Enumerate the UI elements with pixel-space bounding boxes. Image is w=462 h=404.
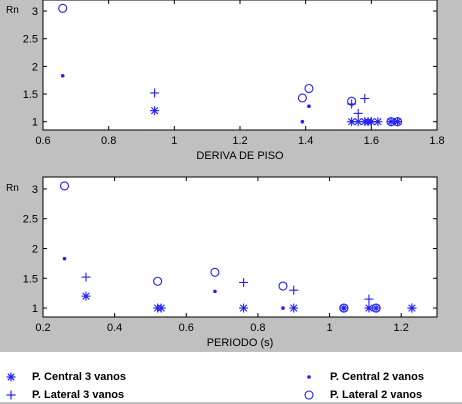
dot-marker-icon	[307, 375, 311, 379]
x-tick-label: 1.2	[394, 322, 409, 334]
x-tick-label: 1	[326, 322, 332, 334]
dot-marker	[349, 119, 354, 124]
x-axis-label: PERIODO (s)	[207, 337, 274, 349]
y-axis-label: Rn	[6, 5, 19, 16]
x-tick-label: 0.2	[35, 322, 50, 334]
dot-marker	[281, 306, 285, 310]
x-tick-label: 0.8	[101, 135, 116, 147]
star-marker	[289, 303, 299, 313]
circle-marker	[393, 117, 403, 127]
plus-marker	[360, 93, 370, 103]
x-tick-label: 0.6	[35, 135, 50, 147]
star-marker	[353, 117, 363, 127]
y-tick-label: 1.5	[23, 273, 38, 285]
x-tick-label: 1.4	[298, 135, 313, 147]
plus-marker	[407, 303, 417, 313]
star-marker	[156, 303, 166, 313]
circle-marker	[304, 83, 314, 94]
x-tick-label: 1.6	[364, 135, 379, 147]
y-tick-label: 2.5	[23, 214, 38, 226]
dot-marker	[62, 256, 67, 261]
legend-label: P. Lateral 3 vanos	[32, 389, 125, 401]
y-tick-label: 2.5	[23, 34, 38, 46]
y-tick-label: 2	[32, 61, 38, 73]
circle-marker	[339, 303, 349, 313]
y-tick-label: 2	[32, 243, 38, 255]
plus-marker	[353, 108, 363, 118]
plot-area	[42, 0, 438, 131]
circle-marker	[210, 267, 220, 277]
y-tick-label: 1	[32, 303, 38, 315]
plus-marker	[289, 285, 299, 295]
circle-marker	[371, 303, 381, 313]
dot-marker	[367, 306, 371, 310]
y-axis-label: Rn	[6, 183, 19, 194]
dot-marker	[60, 73, 65, 78]
circle-marker	[386, 117, 396, 127]
dot-marker	[307, 104, 311, 109]
circle-marker	[153, 276, 163, 286]
x-tick-label: 0.6	[179, 322, 194, 334]
legend-item-lateral-2: P. Lateral 2 vanos	[302, 386, 422, 404]
star-marker	[81, 291, 91, 301]
x-axis-label: DERIVA DE PISO	[196, 150, 284, 162]
plus-marker	[150, 88, 160, 98]
dot-marker	[342, 306, 346, 310]
legend-label: P. Central 3 vanos	[32, 371, 126, 383]
x-tick-label: 1.2	[232, 135, 247, 147]
star-marker	[371, 303, 381, 313]
circle-marker	[278, 281, 288, 291]
star-marker	[150, 106, 160, 116]
circle-marker-icon	[304, 390, 314, 400]
legend: P. Central 3 vanos P. Central 2 vanos P.…	[0, 352, 462, 402]
plot-area	[42, 176, 438, 318]
star-marker-icon	[6, 372, 16, 382]
circle-marker	[347, 96, 357, 106]
y-tick-label: 1	[32, 117, 38, 129]
plus-marker	[364, 294, 374, 304]
figure: 0.6 0.8 1 1.2 1.4 1.6 1.8 1 1.5 2 2.5 3 DERIVA DE PI…	[6, 0, 445, 349]
chart-2: 0.2 0.4 0.6 0.8 1 1.2 1 1.5 2 2.5 3 PERIODO (s) Rn	[6, 176, 438, 349]
circle-marker	[59, 181, 70, 191]
circle-marker	[297, 93, 307, 103]
plus-marker	[81, 272, 91, 282]
legend-item-lateral-3: P. Lateral 3 vanos	[4, 386, 124, 404]
y-tick-label: 3	[32, 184, 38, 196]
x-tick-label: 0.4	[107, 322, 122, 334]
legend-label: P. Central 2 vanos	[330, 371, 424, 383]
star-marker	[239, 303, 249, 313]
plus-marker	[239, 277, 249, 287]
plus-marker-icon	[6, 390, 16, 400]
y-tick-label: 3	[32, 6, 38, 18]
plus-marker	[366, 117, 376, 127]
x-tick-label: 0.8	[250, 322, 265, 334]
circle-marker	[58, 3, 68, 13]
legend-item-central-3: P. Central 3 vanos	[4, 368, 126, 386]
dot-marker	[300, 119, 305, 124]
y-tick-label: 1.5	[23, 89, 38, 101]
legend-label: P. Lateral 2 vanos	[330, 389, 423, 401]
chart-1: 0.6 0.8 1 1.2 1.4 1.6 1.8 1 1.5 2 2.5 3 DERIVA DE PI…	[6, 0, 445, 162]
x-tick-label: 1.8	[429, 135, 444, 147]
legend-item-central-2: P. Central 2 vanos	[302, 368, 424, 386]
x-tick-label: 1	[171, 135, 177, 147]
dot-marker	[213, 289, 217, 294]
